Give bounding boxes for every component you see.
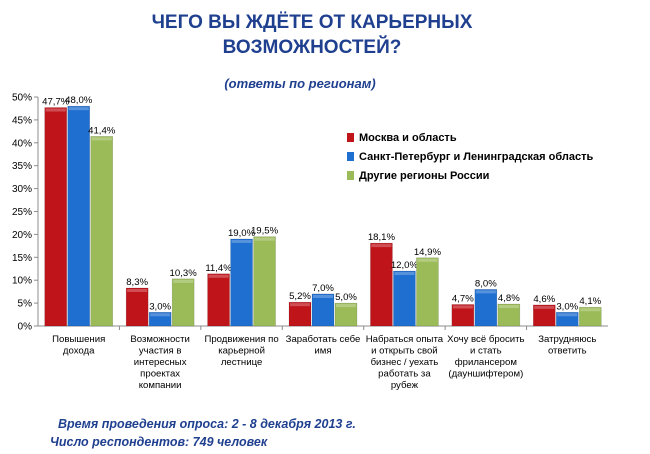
bar-highlight	[557, 313, 578, 317]
category-label: Хочу всё бросить и стать фрилансером (даунш…	[447, 334, 524, 380]
category-label: Заработать себе имя	[286, 334, 361, 357]
y-tick-label: 35%	[12, 161, 32, 172]
category-label: Повышения дохода	[52, 334, 105, 357]
data-label: 5,2%	[289, 291, 311, 302]
legend-label: Москва и область	[359, 132, 457, 144]
legend-swatch	[347, 133, 354, 142]
data-label: 4,7%	[452, 293, 474, 304]
category-label: Возможности участия в интересных проектах ко…	[130, 334, 189, 391]
data-label: 12,0%	[391, 260, 419, 271]
bar-highlight	[290, 303, 310, 307]
y-tick-label: 10%	[12, 276, 32, 287]
bar-highlight	[417, 258, 438, 262]
bar-other	[171, 278, 195, 327]
data-label: 4,8%	[498, 293, 520, 304]
data-label: 3,0%	[149, 301, 171, 312]
data-label: 48,0%	[65, 95, 93, 106]
data-label: 8,0%	[475, 278, 497, 289]
y-tick-label: 30%	[12, 184, 32, 195]
legend-swatch	[347, 171, 354, 180]
bar-moscow	[44, 107, 68, 327]
bar-other	[253, 236, 276, 327]
bar-highlight	[498, 305, 519, 309]
bar-highlight	[91, 137, 112, 141]
category-label: Набраться опыта и открыть свой бизнес / уе…	[366, 334, 444, 391]
data-label: 4,6%	[533, 294, 555, 305]
survey-date: Время проведения опроса: 2 - 8 декабря 2…	[58, 417, 356, 431]
bar-highlight	[452, 305, 473, 309]
bar-other	[578, 306, 602, 327]
bar-highlight	[173, 279, 194, 283]
data-label: 19,5%	[251, 226, 279, 237]
y-tick-label: 5%	[18, 299, 33, 310]
data-label: 41,4%	[88, 125, 116, 136]
y-tick-label: 15%	[12, 253, 32, 264]
bar-highlight	[68, 107, 89, 111]
bar-highlight	[254, 237, 275, 241]
bar-highlight	[580, 308, 601, 312]
bar-spb	[67, 105, 91, 327]
chart-title-line-2: ВОЗМОЖНОСТЕЙ?	[223, 36, 402, 58]
y-tick-label: 50%	[12, 93, 32, 104]
bar-spb	[474, 289, 498, 327]
bar-moscow	[370, 242, 393, 327]
y-tick-label: 45%	[12, 115, 32, 126]
y-tick-label: 20%	[12, 230, 32, 241]
bar-highlight	[127, 288, 148, 292]
chart-subtitle: (ответы по регионам)	[224, 76, 375, 91]
y-tick-label: 25%	[12, 207, 32, 218]
data-label: 7,0%	[312, 283, 334, 294]
data-label: 8,3%	[126, 277, 148, 288]
y-tick-label: 40%	[12, 138, 32, 149]
chart-title-line-1: ЧЕГО ВЫ ЖДЁТЕ ОТ КАРЬЕРНЫХ	[152, 12, 473, 33]
bar-spb	[311, 293, 335, 327]
bar-highlight	[394, 272, 415, 276]
bar-spb	[393, 270, 416, 327]
bar-spb	[148, 311, 172, 327]
category-label: Затрудняюсь ответить	[538, 334, 596, 357]
bar-highlight	[475, 290, 496, 294]
bar-spb	[555, 311, 579, 327]
bar-moscow	[125, 287, 149, 327]
legend: Москва и область Санкт-Петербург и Ленинг…	[347, 132, 594, 182]
bar-other	[334, 302, 358, 327]
legend-label: Санкт-Петербург и Ленинградская область	[359, 151, 594, 163]
bar-moscow	[451, 304, 475, 327]
data-label: 5,0%	[335, 292, 357, 303]
bar-highlight	[313, 294, 333, 298]
bar-highlight	[231, 239, 252, 243]
legend-swatch	[347, 152, 354, 161]
data-label: 3,0%	[556, 301, 578, 312]
bar-other	[497, 303, 521, 327]
bar-other	[416, 257, 439, 327]
bar-highlight	[371, 244, 392, 248]
data-label: 14,9%	[414, 247, 442, 258]
legend-label: Другие регионы России	[359, 170, 489, 182]
respondent-count: Число респондентов: 749 человек	[50, 435, 268, 449]
bar-moscow	[532, 304, 556, 327]
bar-highlight	[208, 274, 229, 278]
data-label: 10,3%	[170, 268, 198, 279]
bar-highlight	[534, 305, 555, 309]
bar-highlight	[150, 313, 171, 317]
category-label: Продвижения по карьерной лестнице	[204, 334, 278, 368]
bar-moscow	[288, 301, 312, 327]
data-label: 11,4%	[205, 263, 232, 274]
data-label: 4,1%	[579, 296, 601, 307]
bar-spb	[230, 238, 253, 327]
data-label: 19,0%	[228, 228, 256, 239]
bar-moscow	[207, 273, 230, 327]
data-label: 18,1%	[368, 232, 396, 243]
bar-other	[90, 136, 114, 327]
bar-highlight	[336, 304, 356, 308]
y-tick-label: 0%	[18, 322, 33, 333]
data-label: 47,7%	[42, 97, 70, 108]
bar-highlight	[45, 108, 66, 112]
plot-area: 0% 5% 10% 15% 20% 25% 30% 35% 40% 45% 50% 47,7%48,0…	[12, 93, 608, 391]
